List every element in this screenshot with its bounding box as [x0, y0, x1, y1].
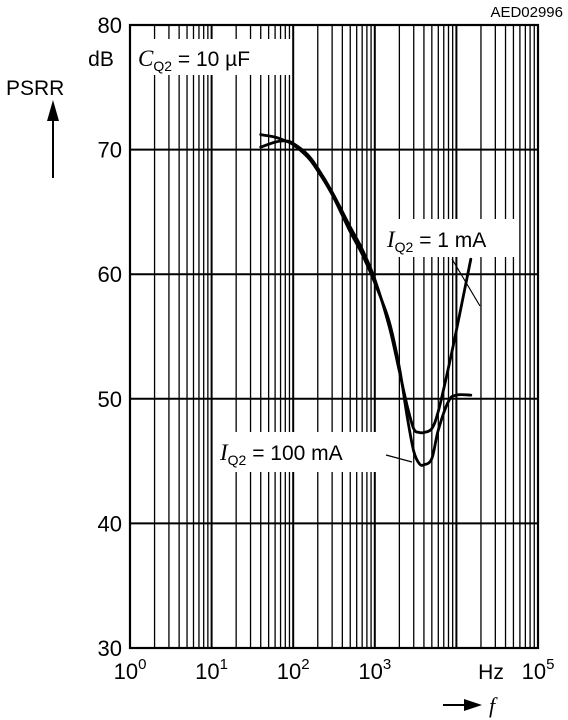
y-axis-unit: dB [88, 48, 114, 71]
series-layer [259, 133, 473, 467]
x-axis-unit: Hz [478, 661, 504, 684]
condition-label: CQ2 = 10 µF [133, 39, 291, 75]
condition-subscript: Q2 [153, 58, 172, 74]
series-line-100ma [259, 133, 473, 467]
x-tick-label: 100 [114, 656, 147, 684]
plot-frame [128, 23, 540, 650]
condition-value: = 10 µF [172, 48, 250, 71]
svg-text:CQ2 = 10 µF: CQ2 = 10 µF [138, 46, 250, 74]
y-tick-label: 80 [98, 13, 122, 38]
y-tick-label: 60 [98, 262, 122, 287]
y-tick-label: 40 [98, 511, 122, 536]
y-tick-label: 70 [98, 138, 122, 163]
grid-lines [130, 25, 538, 648]
figure-code: AED02996 [490, 4, 563, 21]
x-tick-label: 101 [195, 656, 228, 684]
series-1-symbol: I [386, 227, 396, 252]
x-tick-label: 102 [277, 656, 310, 684]
svg-text:IQ2 = 100 mA: IQ2 = 100 mA [219, 440, 343, 468]
y-tick-label: 50 [98, 387, 122, 412]
y-tick-label: 30 [98, 636, 122, 661]
x-tick-label: 103 [358, 656, 391, 684]
condition-symbol: C [138, 46, 154, 71]
svg-text:IQ2 = 1 mA: IQ2 = 1 mA [386, 227, 486, 255]
x-axis-arrow [443, 699, 482, 711]
series-2-symbol: I [219, 440, 229, 465]
series-2-value: = 100 mA [246, 442, 342, 465]
x-axis-label: f [489, 693, 498, 718]
y-axis-arrow [47, 100, 59, 178]
series-1-subscript: Q2 [395, 239, 414, 255]
series-label-100ma: IQ2 = 100 mA [216, 432, 413, 472]
tick-labels: 30 40 50 60 70 80 100 101 102 103 105 [98, 13, 555, 684]
x-tick-label: 105 [522, 656, 555, 684]
series-label-1ma: IQ2 = 1 mA [383, 219, 519, 307]
series-1-value: = 1 mA [413, 229, 486, 252]
series-2-subscript: Q2 [228, 452, 247, 468]
y-axis-label: PSRR [6, 77, 64, 100]
